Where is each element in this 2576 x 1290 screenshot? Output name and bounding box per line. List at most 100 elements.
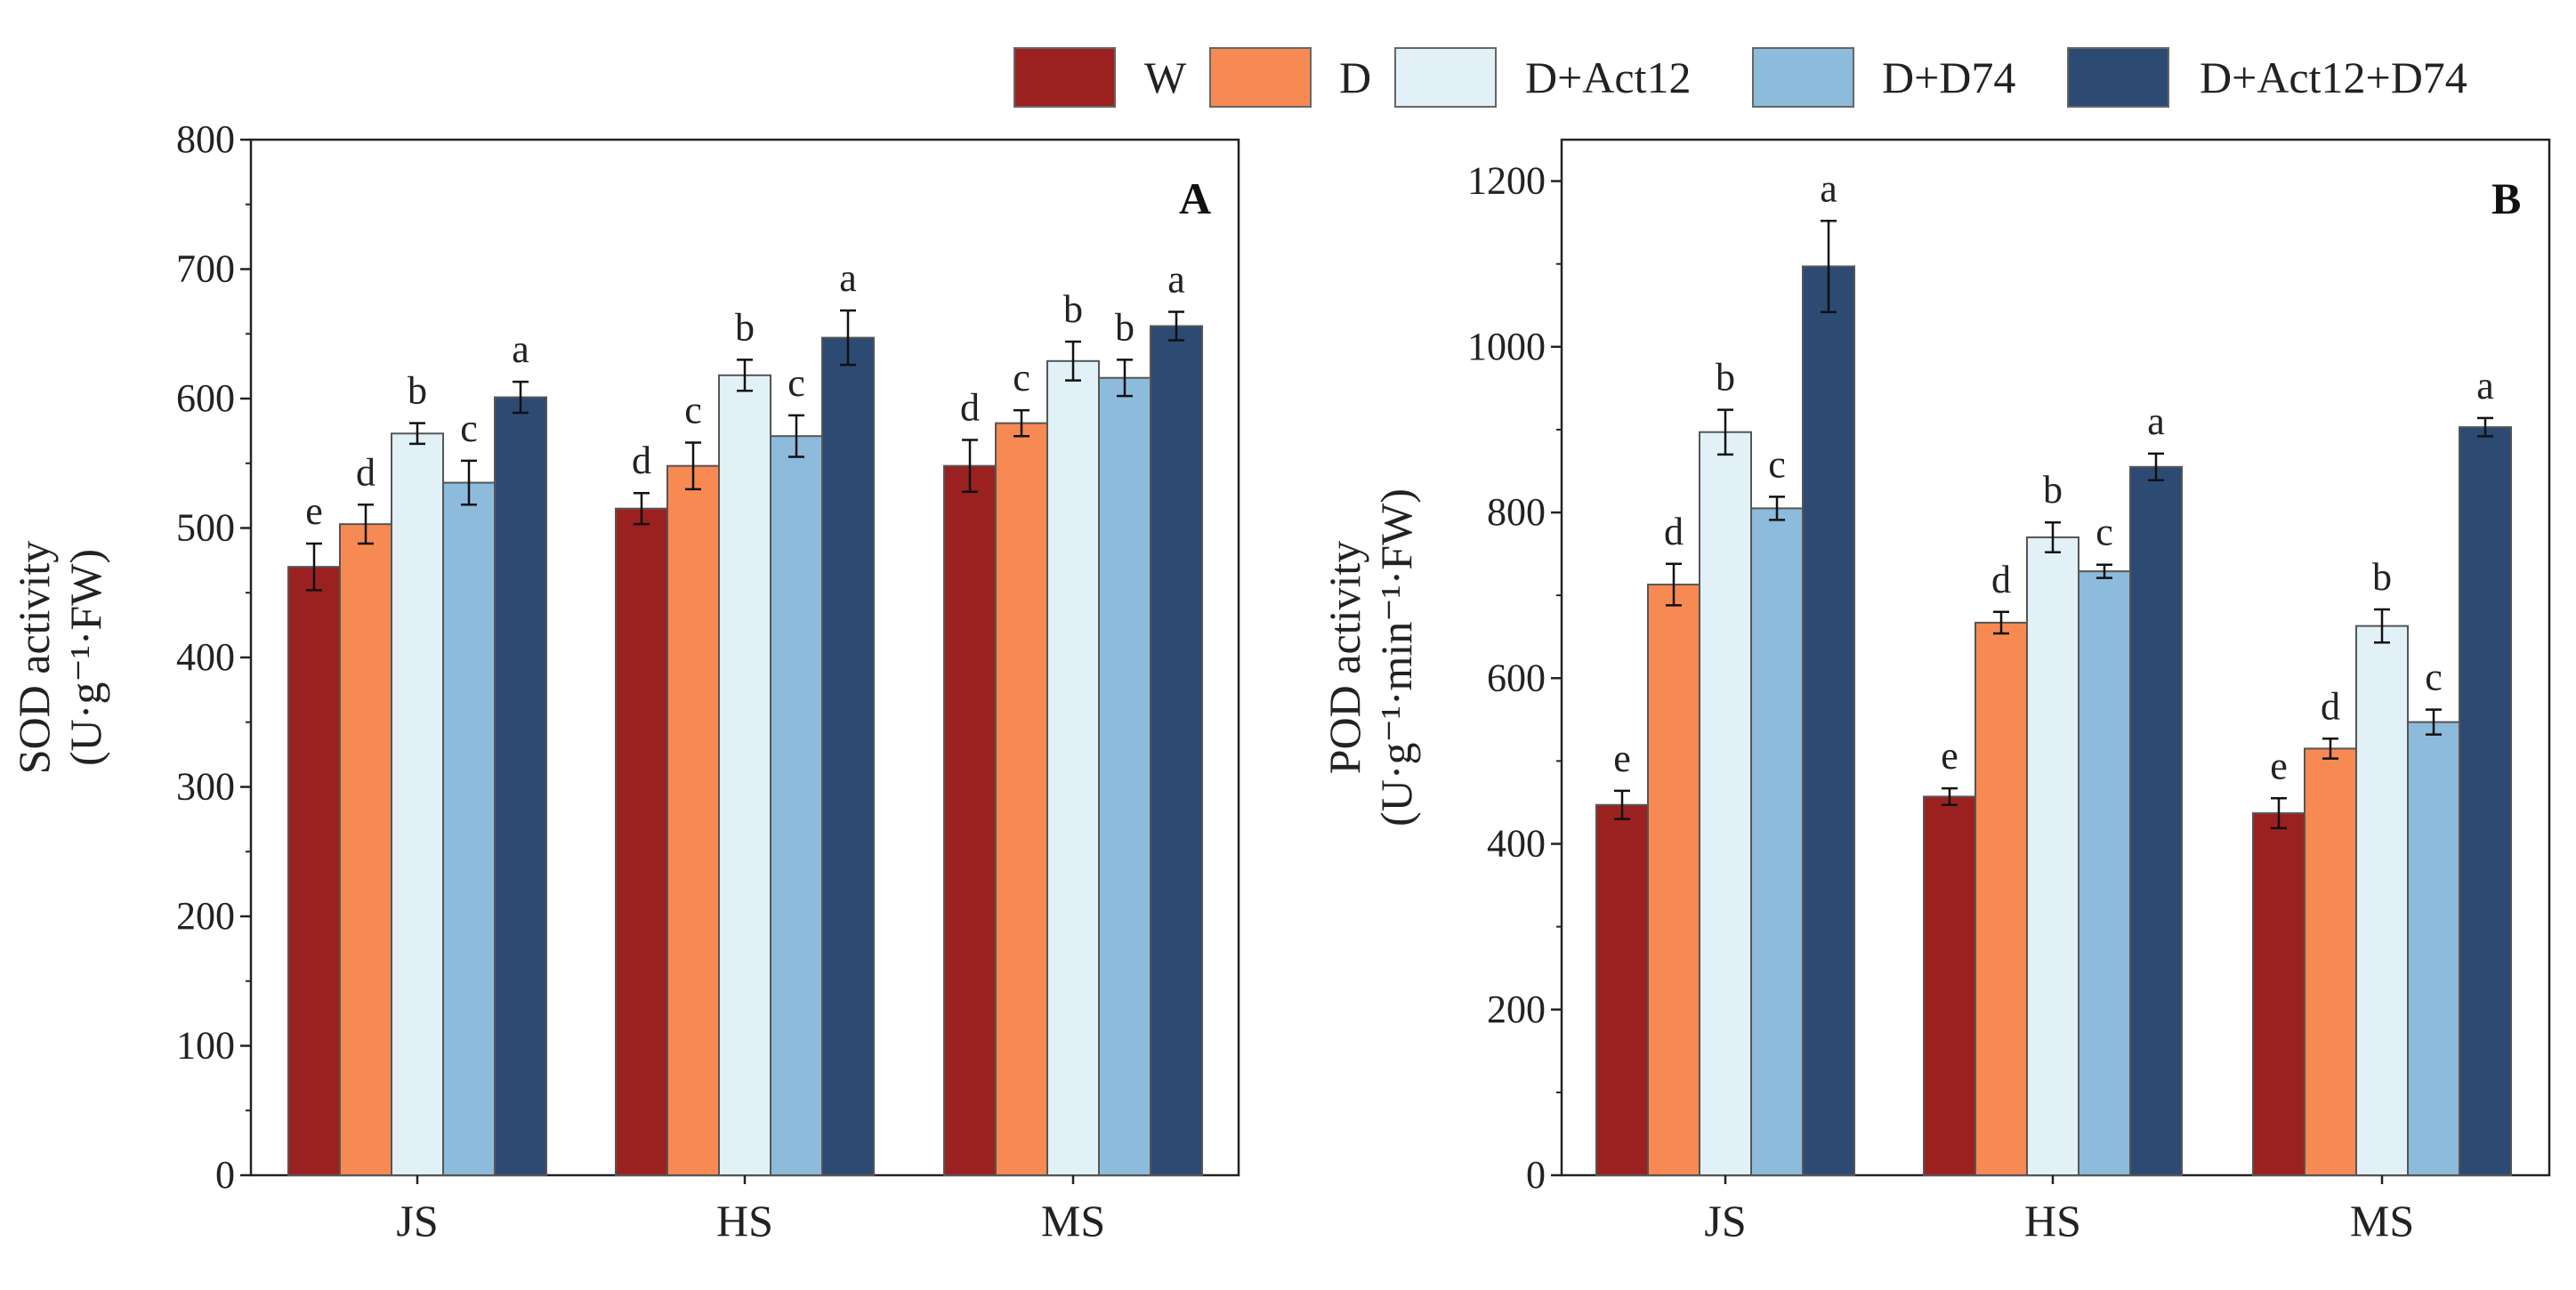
significance-letter: e bbox=[2270, 744, 2288, 787]
significance-letter: b bbox=[1063, 287, 1083, 331]
legend-label-3: D+D74 bbox=[1882, 52, 2015, 102]
bar-HS-0 bbox=[615, 507, 668, 1176]
bar-JS-3 bbox=[442, 481, 496, 1176]
bar-HS-1 bbox=[1974, 621, 2028, 1176]
bar-JS-4 bbox=[494, 396, 547, 1177]
x-tick-label: JS bbox=[1704, 1196, 1746, 1246]
x-tick-label: HS bbox=[2024, 1196, 2081, 1246]
y-axis-title-line1: POD activity bbox=[1320, 541, 1369, 774]
y-tick-label: 1000 bbox=[1467, 325, 1546, 368]
bar-JS-2 bbox=[1699, 431, 1752, 1176]
y-tick-label: 100 bbox=[176, 1024, 235, 1068]
y-tick-label: 400 bbox=[176, 635, 235, 679]
y-tick-label: 500 bbox=[176, 506, 235, 550]
significance-letter: a bbox=[2476, 364, 2494, 407]
bar-HS-2 bbox=[2026, 536, 2079, 1176]
significance-letter: d bbox=[2321, 684, 2340, 728]
significance-letter: b bbox=[408, 369, 427, 413]
legend-swatch-4 bbox=[2067, 47, 2169, 108]
significance-letter: d bbox=[632, 439, 651, 482]
legend-swatch-1 bbox=[1209, 47, 1312, 108]
legend-swatch-0 bbox=[1013, 47, 1116, 108]
bar-HS-3 bbox=[2078, 570, 2131, 1176]
bar-HS-4 bbox=[821, 336, 875, 1176]
y-tick-label: 600 bbox=[1487, 656, 1546, 699]
legend-label-2: D+Act12 bbox=[1525, 52, 1692, 102]
legend: W D D+Act12 D+D74 D+Act12+D74 bbox=[1013, 47, 2467, 108]
significance-letter: c bbox=[460, 407, 478, 450]
bar-JS-0 bbox=[1595, 803, 1649, 1176]
y-tick-label: 800 bbox=[176, 117, 235, 161]
panel-a-sod-chart: 0 100 200 300 400 500 600 700 800 SOD activity (U·… bbox=[9, 117, 1240, 1246]
y-axis-title-line2: (U·g⁻¹·min⁻¹·FW) bbox=[1371, 488, 1421, 826]
bar-JS-0 bbox=[287, 566, 341, 1176]
significance-letter: d bbox=[356, 450, 375, 494]
y-tick-label: 200 bbox=[1487, 988, 1546, 1031]
y-axis-title: POD activity (U·g⁻¹·min⁻¹·FW) bbox=[1320, 488, 1421, 826]
bar-JS-4 bbox=[1802, 265, 1855, 1177]
bar-HS-2 bbox=[718, 374, 771, 1176]
significance-letter: a bbox=[1820, 166, 1837, 210]
significance-letter: e bbox=[305, 489, 323, 533]
y-axis-title-line1: SOD activity bbox=[9, 541, 59, 774]
panel-b-pod-chart: 0 200 400 600 800 1000 1200 POD activity (U·g⁻¹·… bbox=[1320, 138, 2551, 1246]
bar-MS-4 bbox=[1150, 325, 1203, 1176]
bar-HS-3 bbox=[770, 435, 823, 1176]
y-tick-label: 600 bbox=[176, 376, 235, 420]
bar-HS-1 bbox=[666, 464, 720, 1176]
y-axis-title: SOD activity (U·g⁻¹·FW) bbox=[9, 541, 110, 774]
bar-HS-4 bbox=[2129, 465, 2183, 1176]
y-tick-label: 700 bbox=[176, 247, 235, 291]
y-tick-label: 800 bbox=[1487, 490, 1546, 534]
bar-MS-2 bbox=[2355, 625, 2409, 1176]
bar-MS-2 bbox=[1046, 359, 1100, 1176]
y-tick-label: 400 bbox=[1487, 822, 1546, 866]
significance-letter: a bbox=[839, 256, 857, 300]
x-tick-label: HS bbox=[716, 1196, 773, 1246]
legend-label-1: D bbox=[1339, 52, 1371, 102]
bar-JS-1 bbox=[1647, 584, 1700, 1176]
bar-MS-3 bbox=[1098, 376, 1151, 1177]
legend-swatch-3 bbox=[1752, 47, 1854, 108]
panel-label: A bbox=[1179, 173, 1211, 223]
bar-MS-3 bbox=[2407, 721, 2460, 1176]
bar-JS-3 bbox=[1750, 507, 1804, 1176]
x-tick-label: MS bbox=[2350, 1196, 2414, 1246]
significance-letter: d bbox=[1664, 510, 1684, 553]
bar-MS-0 bbox=[943, 464, 997, 1176]
bar-MS-4 bbox=[2459, 426, 2512, 1176]
y-tick-label: 200 bbox=[176, 894, 235, 938]
panel-label: B bbox=[2491, 173, 2521, 223]
significance-letter: c bbox=[1768, 442, 1786, 486]
bar-MS-0 bbox=[2252, 812, 2305, 1176]
bar-HS-0 bbox=[1923, 795, 1976, 1176]
y-tick-label: 300 bbox=[176, 765, 235, 809]
y-tick-label: 0 bbox=[215, 1153, 235, 1197]
significance-letter: a bbox=[512, 327, 529, 371]
bar-MS-1 bbox=[995, 422, 1048, 1176]
significance-letter: c bbox=[1013, 356, 1030, 399]
significance-letter: c bbox=[2096, 511, 2113, 554]
legend-label-0: W bbox=[1144, 52, 1187, 102]
bar-MS-1 bbox=[2304, 747, 2357, 1176]
legend-label-4: D+Act12+D74 bbox=[2200, 52, 2467, 102]
significance-letter: d bbox=[1991, 558, 2011, 601]
significance-letter: c bbox=[684, 388, 702, 431]
significance-letter: a bbox=[1167, 258, 1185, 302]
y-tick-label: 1200 bbox=[1467, 159, 1546, 203]
significance-letter: b bbox=[1115, 305, 1135, 349]
x-tick-label: MS bbox=[1041, 1196, 1105, 1246]
bar-JS-1 bbox=[339, 523, 392, 1176]
significance-letter: a bbox=[2147, 399, 2165, 443]
y-axis-title-line2: (U·g⁻¹·FW) bbox=[61, 549, 110, 766]
x-tick-label: JS bbox=[396, 1196, 438, 1246]
significance-letter: b bbox=[2043, 468, 2063, 512]
y-tick-label: 0 bbox=[1526, 1153, 1546, 1197]
bar-JS-2 bbox=[391, 432, 444, 1177]
significance-letter: e bbox=[1941, 734, 1958, 778]
significance-letter: c bbox=[2425, 656, 2443, 699]
legend-swatch-2 bbox=[1394, 47, 1497, 108]
significance-letter: c bbox=[787, 361, 805, 405]
significance-letter: b bbox=[2372, 555, 2392, 599]
